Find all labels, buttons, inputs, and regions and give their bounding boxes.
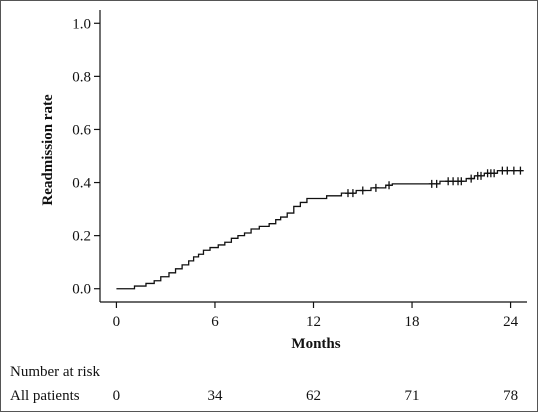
y-tick-label: 0.0 [72, 282, 91, 298]
risk-value: 62 [306, 388, 321, 404]
risk-value: 71 [405, 388, 420, 404]
censor-mark [372, 183, 379, 192]
censor-mark [349, 189, 356, 198]
risk-value: 0 [113, 388, 121, 404]
x-axis-label: Months [291, 336, 340, 352]
censor-mark [504, 166, 511, 175]
censor-mark [517, 166, 524, 175]
y-tick-label: 0.2 [72, 229, 91, 245]
risk-table-row-label: All patients [10, 388, 80, 404]
y-tick-label: 1.0 [72, 16, 91, 32]
censor-mark [359, 186, 366, 195]
axes [99, 10, 527, 303]
x-tick-label: 24 [503, 314, 519, 330]
censor-mark [386, 181, 393, 190]
censor-mark [510, 166, 517, 175]
risk-table-values: 0 34 62 71 78 [113, 388, 518, 404]
x-tick-label: 6 [211, 314, 219, 330]
x-tick-label: 12 [306, 314, 321, 330]
ticks-layer: 0.0 0.2 0.4 0.6 0.8 1.0 0 6 12 18 24 [72, 16, 518, 330]
censor-layer [344, 166, 524, 198]
censor-mark [433, 179, 440, 188]
risk-value: 78 [503, 388, 518, 404]
readmission-curve [116, 169, 524, 290]
censor-mark [458, 177, 465, 186]
x-tick-label: 0 [113, 314, 121, 330]
censor-mark [478, 171, 485, 180]
y-tick-label: 0.4 [72, 176, 91, 192]
censor-mark [491, 169, 498, 178]
curve-layer [116, 169, 524, 290]
y-axis-label: Readmission rate [40, 94, 56, 206]
risk-value: 34 [207, 388, 223, 404]
risk-table-header: Number at risk [10, 364, 100, 380]
x-tick-label: 18 [405, 314, 420, 330]
y-tick-label: 0.6 [72, 122, 91, 138]
y-tick-label: 0.8 [72, 69, 91, 85]
censor-mark [468, 174, 475, 183]
